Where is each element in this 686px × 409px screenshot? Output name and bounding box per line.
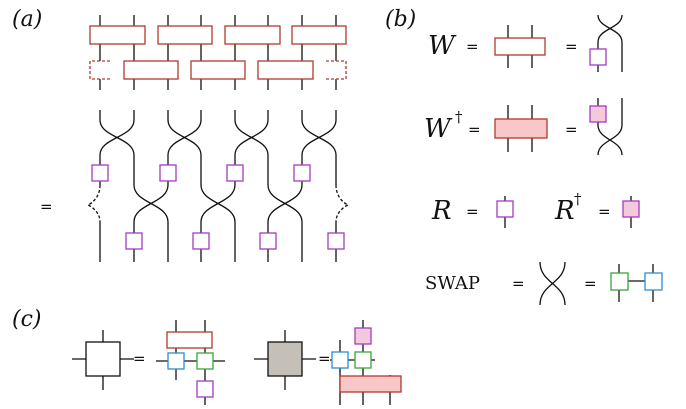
swap-wire <box>597 14 623 43</box>
gate <box>85 341 121 377</box>
gate <box>589 48 607 66</box>
equals: = <box>598 203 611 221</box>
swap-wire <box>200 184 236 223</box>
equals: = <box>318 350 331 368</box>
symbol: SWAP <box>425 273 480 294</box>
gate <box>226 164 244 182</box>
gate <box>91 164 109 182</box>
equals: = <box>466 38 479 56</box>
panel-label: (a) <box>12 7 42 32</box>
equals: = <box>466 203 479 221</box>
gate <box>494 118 548 139</box>
gate <box>622 200 640 218</box>
symbol: R <box>554 196 575 226</box>
gate <box>167 352 185 370</box>
gate <box>494 37 546 56</box>
swap-wire <box>539 261 566 306</box>
gate <box>354 351 372 369</box>
panel-label: (b) <box>385 7 416 32</box>
swap-wire <box>301 119 337 156</box>
superscript: † <box>455 108 463 126</box>
gate <box>354 327 372 345</box>
gate <box>192 232 210 250</box>
panel-label: (c) <box>12 307 42 332</box>
equals: = <box>565 121 578 139</box>
gate <box>496 200 514 218</box>
equals: = <box>133 350 146 368</box>
symbol: W <box>424 114 453 144</box>
equals: = <box>512 275 525 293</box>
gate <box>291 25 347 45</box>
gate <box>224 25 281 45</box>
dashed-gate <box>326 60 347 80</box>
gate <box>166 331 213 349</box>
gate <box>610 272 629 291</box>
dashed-gate <box>89 60 110 80</box>
gate <box>123 60 179 80</box>
gate <box>157 25 213 45</box>
gate <box>196 380 214 398</box>
equals: = <box>565 38 578 56</box>
gate <box>257 60 314 80</box>
superscript: † <box>574 190 582 208</box>
swap-wire <box>234 119 269 156</box>
gate <box>339 375 402 393</box>
gate <box>331 351 349 369</box>
swap-wire <box>267 184 303 223</box>
gate <box>190 60 246 80</box>
swap-wire <box>597 124 623 156</box>
gate <box>89 25 146 45</box>
equals: = <box>40 198 53 216</box>
dashed-wire <box>86 184 101 223</box>
gate <box>125 232 143 250</box>
swap-wire <box>133 184 169 223</box>
equals: = <box>468 121 481 139</box>
gate <box>196 352 214 370</box>
equals: = <box>584 275 597 293</box>
symbol: R <box>431 196 452 226</box>
gate <box>159 164 177 182</box>
swap-wire <box>167 119 202 156</box>
dashed-wire <box>335 184 350 223</box>
symbol: W <box>428 31 457 61</box>
gate <box>293 164 311 182</box>
gate <box>259 232 277 250</box>
gate <box>267 341 303 377</box>
gate <box>327 232 345 250</box>
swap-wire <box>99 119 135 156</box>
gate <box>644 272 663 291</box>
gate <box>589 105 607 123</box>
